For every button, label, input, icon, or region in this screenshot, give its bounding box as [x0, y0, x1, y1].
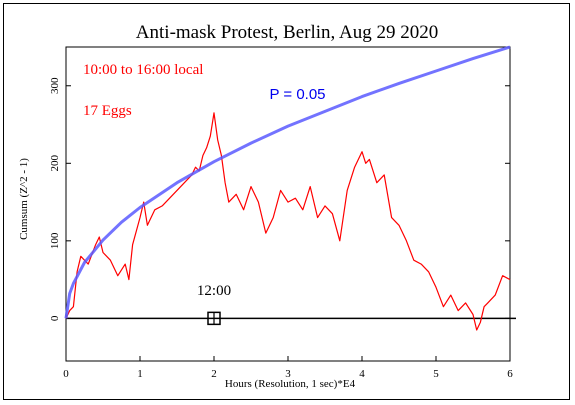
y-tick-label: 200: [49, 155, 61, 172]
x-tick-label: 4: [359, 368, 365, 380]
y-tick-label: 300: [49, 77, 61, 94]
x-tick-label: 3: [285, 368, 291, 380]
annotation-text: P = 0.05: [270, 86, 326, 103]
x-tick-label: 6: [507, 368, 513, 380]
chart-title: Anti-mask Protest, Berlin, Aug 29 2020: [136, 22, 438, 43]
y-tick-label: 0: [49, 315, 61, 321]
annotation-text: 17 Eggs: [83, 103, 132, 119]
cumsum-plot: Anti-mask Protest, Berlin, Aug 29 2020 0…: [18, 22, 516, 390]
x-tick-label: 0: [63, 368, 69, 380]
x-tick-label: 2: [211, 368, 217, 380]
cumsum-series-line: [65, 112, 511, 331]
x-axis-label: Hours (Resolution, 1 sec)*E4: [225, 378, 356, 390]
axes: 0 1 2 3 4 5 6 0 100 200 300: [49, 46, 516, 380]
annotation-layer: 10:00 to 16:00 local 17 Eggs P = 0.05 12:00: [83, 62, 326, 326]
p05-envelope-line: [64, 45, 511, 319]
x-tick-label: 1: [137, 368, 143, 380]
chart-frame: Anti-mask Protest, Berlin, Aug 29 2020 0…: [3, 3, 570, 400]
y-tick-label: 100: [49, 232, 61, 249]
annotation-text: 10:00 to 16:00 local: [83, 62, 203, 78]
x-tick-label: 5: [433, 368, 439, 380]
series-layer: [64, 45, 511, 331]
annotation-text: 12:00: [197, 283, 231, 299]
y-axis-label: Cumsum (Z^2 - 1): [18, 158, 30, 240]
